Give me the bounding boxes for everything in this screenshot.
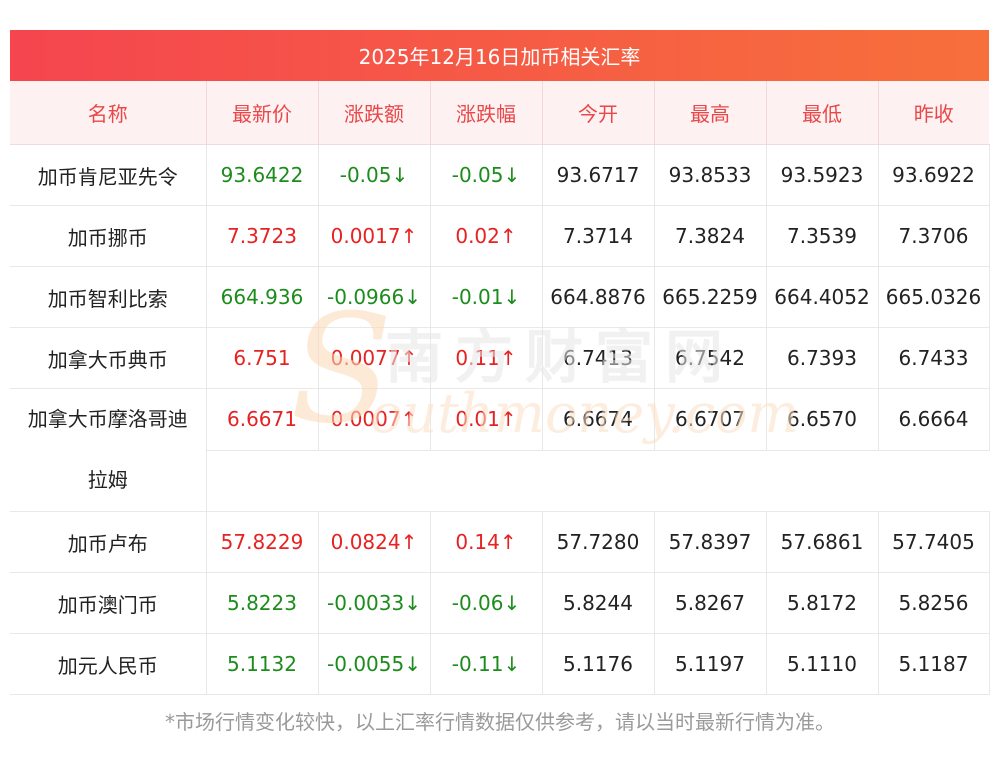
prev-close: 5.1187 — [878, 633, 990, 695]
header-low: 最低 — [766, 81, 879, 145]
low-price: 7.3539 — [766, 205, 879, 267]
table-row: 加拿大币典币 6.751 0.0077↑ 0.11↑ 6.7413 6.7542… — [10, 327, 990, 389]
table-row: 加币澳门币 5.8223 -0.0033↓ -0.06↓ 5.8244 5.82… — [10, 572, 990, 634]
table-title: 2025年12月16日加币相关汇率 — [10, 30, 989, 81]
table-row: 加币卢布 57.8229 0.0824↑ 0.14↑ 57.7280 57.83… — [10, 511, 990, 573]
change-amount: 0.0007↑ — [318, 388, 431, 451]
low-price: 5.1110 — [766, 633, 879, 695]
currency-name: 加币挪币 — [10, 205, 207, 267]
table-row: 加拿大币摩洛哥迪 拉姆 6.6671 0.0007↑ 0.01↑ 6.6674 6… — [10, 388, 990, 512]
header-row: 名称 最新价 涨跌额 涨跌幅 今开 最高 最低 昨收 — [10, 81, 989, 145]
rate-card: 2025年12月16日加币相关汇率 名称 最新价 涨跌额 涨跌幅 今开 最高 最… — [10, 30, 990, 695]
change-percent: -0.11↓ — [430, 633, 543, 695]
open-price: 5.8244 — [542, 572, 655, 634]
prev-close: 5.8256 — [878, 572, 990, 634]
currency-name: 加币卢布 — [10, 511, 207, 573]
high-price: 93.8533 — [654, 144, 767, 206]
change-amount: -0.0055↓ — [318, 633, 431, 695]
latest-price: 57.8229 — [206, 511, 319, 573]
currency-name-line-2: 拉姆 — [87, 468, 128, 492]
latest-price: 664.936 — [206, 266, 319, 328]
change-amount: -0.0033↓ — [318, 572, 431, 634]
change-amount: 0.0824↑ — [318, 511, 431, 573]
low-price: 664.4052 — [766, 266, 879, 328]
prev-close: 6.6664 — [878, 388, 990, 451]
currency-name: 加币澳门币 — [10, 572, 207, 634]
change-percent: 0.14↑ — [430, 511, 543, 573]
table-row-continuation — [10, 450, 989, 512]
high-price: 57.8397 — [654, 511, 767, 573]
prev-close: 93.6922 — [878, 144, 990, 206]
rate-table: 名称 最新价 涨跌额 涨跌幅 今开 最高 最低 昨收 加币肯尼亚先令 93.64… — [10, 81, 990, 695]
change-percent: -0.01↓ — [430, 266, 543, 328]
change-percent: 0.11↑ — [430, 327, 543, 389]
open-price: 6.7413 — [542, 327, 655, 389]
low-price: 6.7393 — [766, 327, 879, 389]
open-price: 93.6717 — [542, 144, 655, 206]
header-latest: 最新价 — [206, 81, 319, 145]
currency-name: 加拿大币典币 — [10, 327, 207, 389]
high-price: 6.6707 — [654, 388, 767, 451]
currency-name: 加元人民币 — [10, 633, 207, 695]
latest-price: 93.6422 — [206, 144, 319, 206]
disclaimer-note: *市场行情变化较快，以上汇率行情数据仅供参考，请以当时最新行情为准。 — [165, 710, 835, 734]
open-price: 5.1176 — [542, 633, 655, 695]
header-change: 涨跌额 — [318, 81, 431, 145]
open-price: 7.3714 — [542, 205, 655, 267]
low-price: 93.5923 — [766, 144, 879, 206]
change-amount: -0.05↓ — [318, 144, 431, 206]
currency-name: 加拿大币摩洛哥迪 拉姆 — [10, 388, 207, 512]
table-row: 加币智利比索 664.936 -0.0966↓ -0.01↓ 664.8876 … — [10, 266, 990, 328]
header-pct: 涨跌幅 — [430, 81, 543, 145]
low-price: 5.8172 — [766, 572, 879, 634]
latest-price: 5.1132 — [206, 633, 319, 695]
change-amount: 0.0017↑ — [318, 205, 431, 267]
open-price: 664.8876 — [542, 266, 655, 328]
header-prev: 昨收 — [878, 81, 989, 145]
table-row: 加币挪币 7.3723 0.0017↑ 0.02↑ 7.3714 7.3824 … — [10, 205, 990, 267]
change-amount: 0.0077↑ — [318, 327, 431, 389]
prev-close: 6.7433 — [878, 327, 990, 389]
high-price: 7.3824 — [654, 205, 767, 267]
latest-price: 6.751 — [206, 327, 319, 389]
prev-close: 665.0326 — [878, 266, 990, 328]
high-price: 6.7542 — [654, 327, 767, 389]
change-percent: -0.05↓ — [430, 144, 543, 206]
table-row: 加币肯尼亚先令 93.6422 -0.05↓ -0.05↓ 93.6717 93… — [10, 144, 990, 206]
latest-price: 5.8223 — [206, 572, 319, 634]
high-price: 665.2259 — [654, 266, 767, 328]
header-name: 名称 — [10, 81, 207, 145]
change-percent: 0.01↑ — [430, 388, 543, 451]
latest-price: 7.3723 — [206, 205, 319, 267]
currency-name: 加币智利比索 — [10, 266, 207, 328]
low-price: 57.6861 — [766, 511, 879, 573]
latest-price: 6.6671 — [206, 388, 319, 451]
high-price: 5.1197 — [654, 633, 767, 695]
change-amount: -0.0966↓ — [318, 266, 431, 328]
header-high: 最高 — [654, 81, 767, 145]
open-price: 6.6674 — [542, 388, 655, 451]
change-percent: -0.06↓ — [430, 572, 543, 634]
prev-close: 57.7405 — [878, 511, 990, 573]
prev-close: 7.3706 — [878, 205, 990, 267]
open-price: 57.7280 — [542, 511, 655, 573]
table-row: 加元人民币 5.1132 -0.0055↓ -0.11↓ 5.1176 5.11… — [10, 633, 990, 695]
header-open: 今开 — [542, 81, 655, 145]
currency-name: 加币肯尼亚先令 — [10, 144, 207, 206]
low-price: 6.6570 — [766, 388, 879, 451]
currency-name-line-1: 加拿大币摩洛哥迪 — [27, 407, 188, 431]
empty-cell — [206, 450, 989, 512]
change-percent: 0.02↑ — [430, 205, 543, 267]
high-price: 5.8267 — [654, 572, 767, 634]
